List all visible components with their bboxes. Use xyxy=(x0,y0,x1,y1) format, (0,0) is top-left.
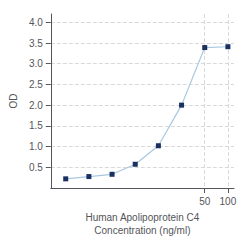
svg-text:100: 100 xyxy=(220,196,237,207)
svg-text:0.5: 0.5 xyxy=(29,162,43,173)
svg-text:4.0: 4.0 xyxy=(29,17,43,28)
svg-text:50: 50 xyxy=(199,196,211,207)
svg-text:OD: OD xyxy=(8,94,19,109)
svg-text:2.5: 2.5 xyxy=(29,79,43,90)
svg-text:Human Apolipoprotein C4: Human Apolipoprotein C4 xyxy=(85,212,199,223)
svg-text:2.0: 2.0 xyxy=(29,100,43,111)
svg-text:3.5: 3.5 xyxy=(29,38,43,49)
svg-text:Concentration (ng/ml): Concentration (ng/ml) xyxy=(94,225,190,236)
svg-text:1.5: 1.5 xyxy=(29,120,43,131)
svg-text:1.0: 1.0 xyxy=(29,141,43,152)
svg-text:3.0: 3.0 xyxy=(29,58,43,69)
